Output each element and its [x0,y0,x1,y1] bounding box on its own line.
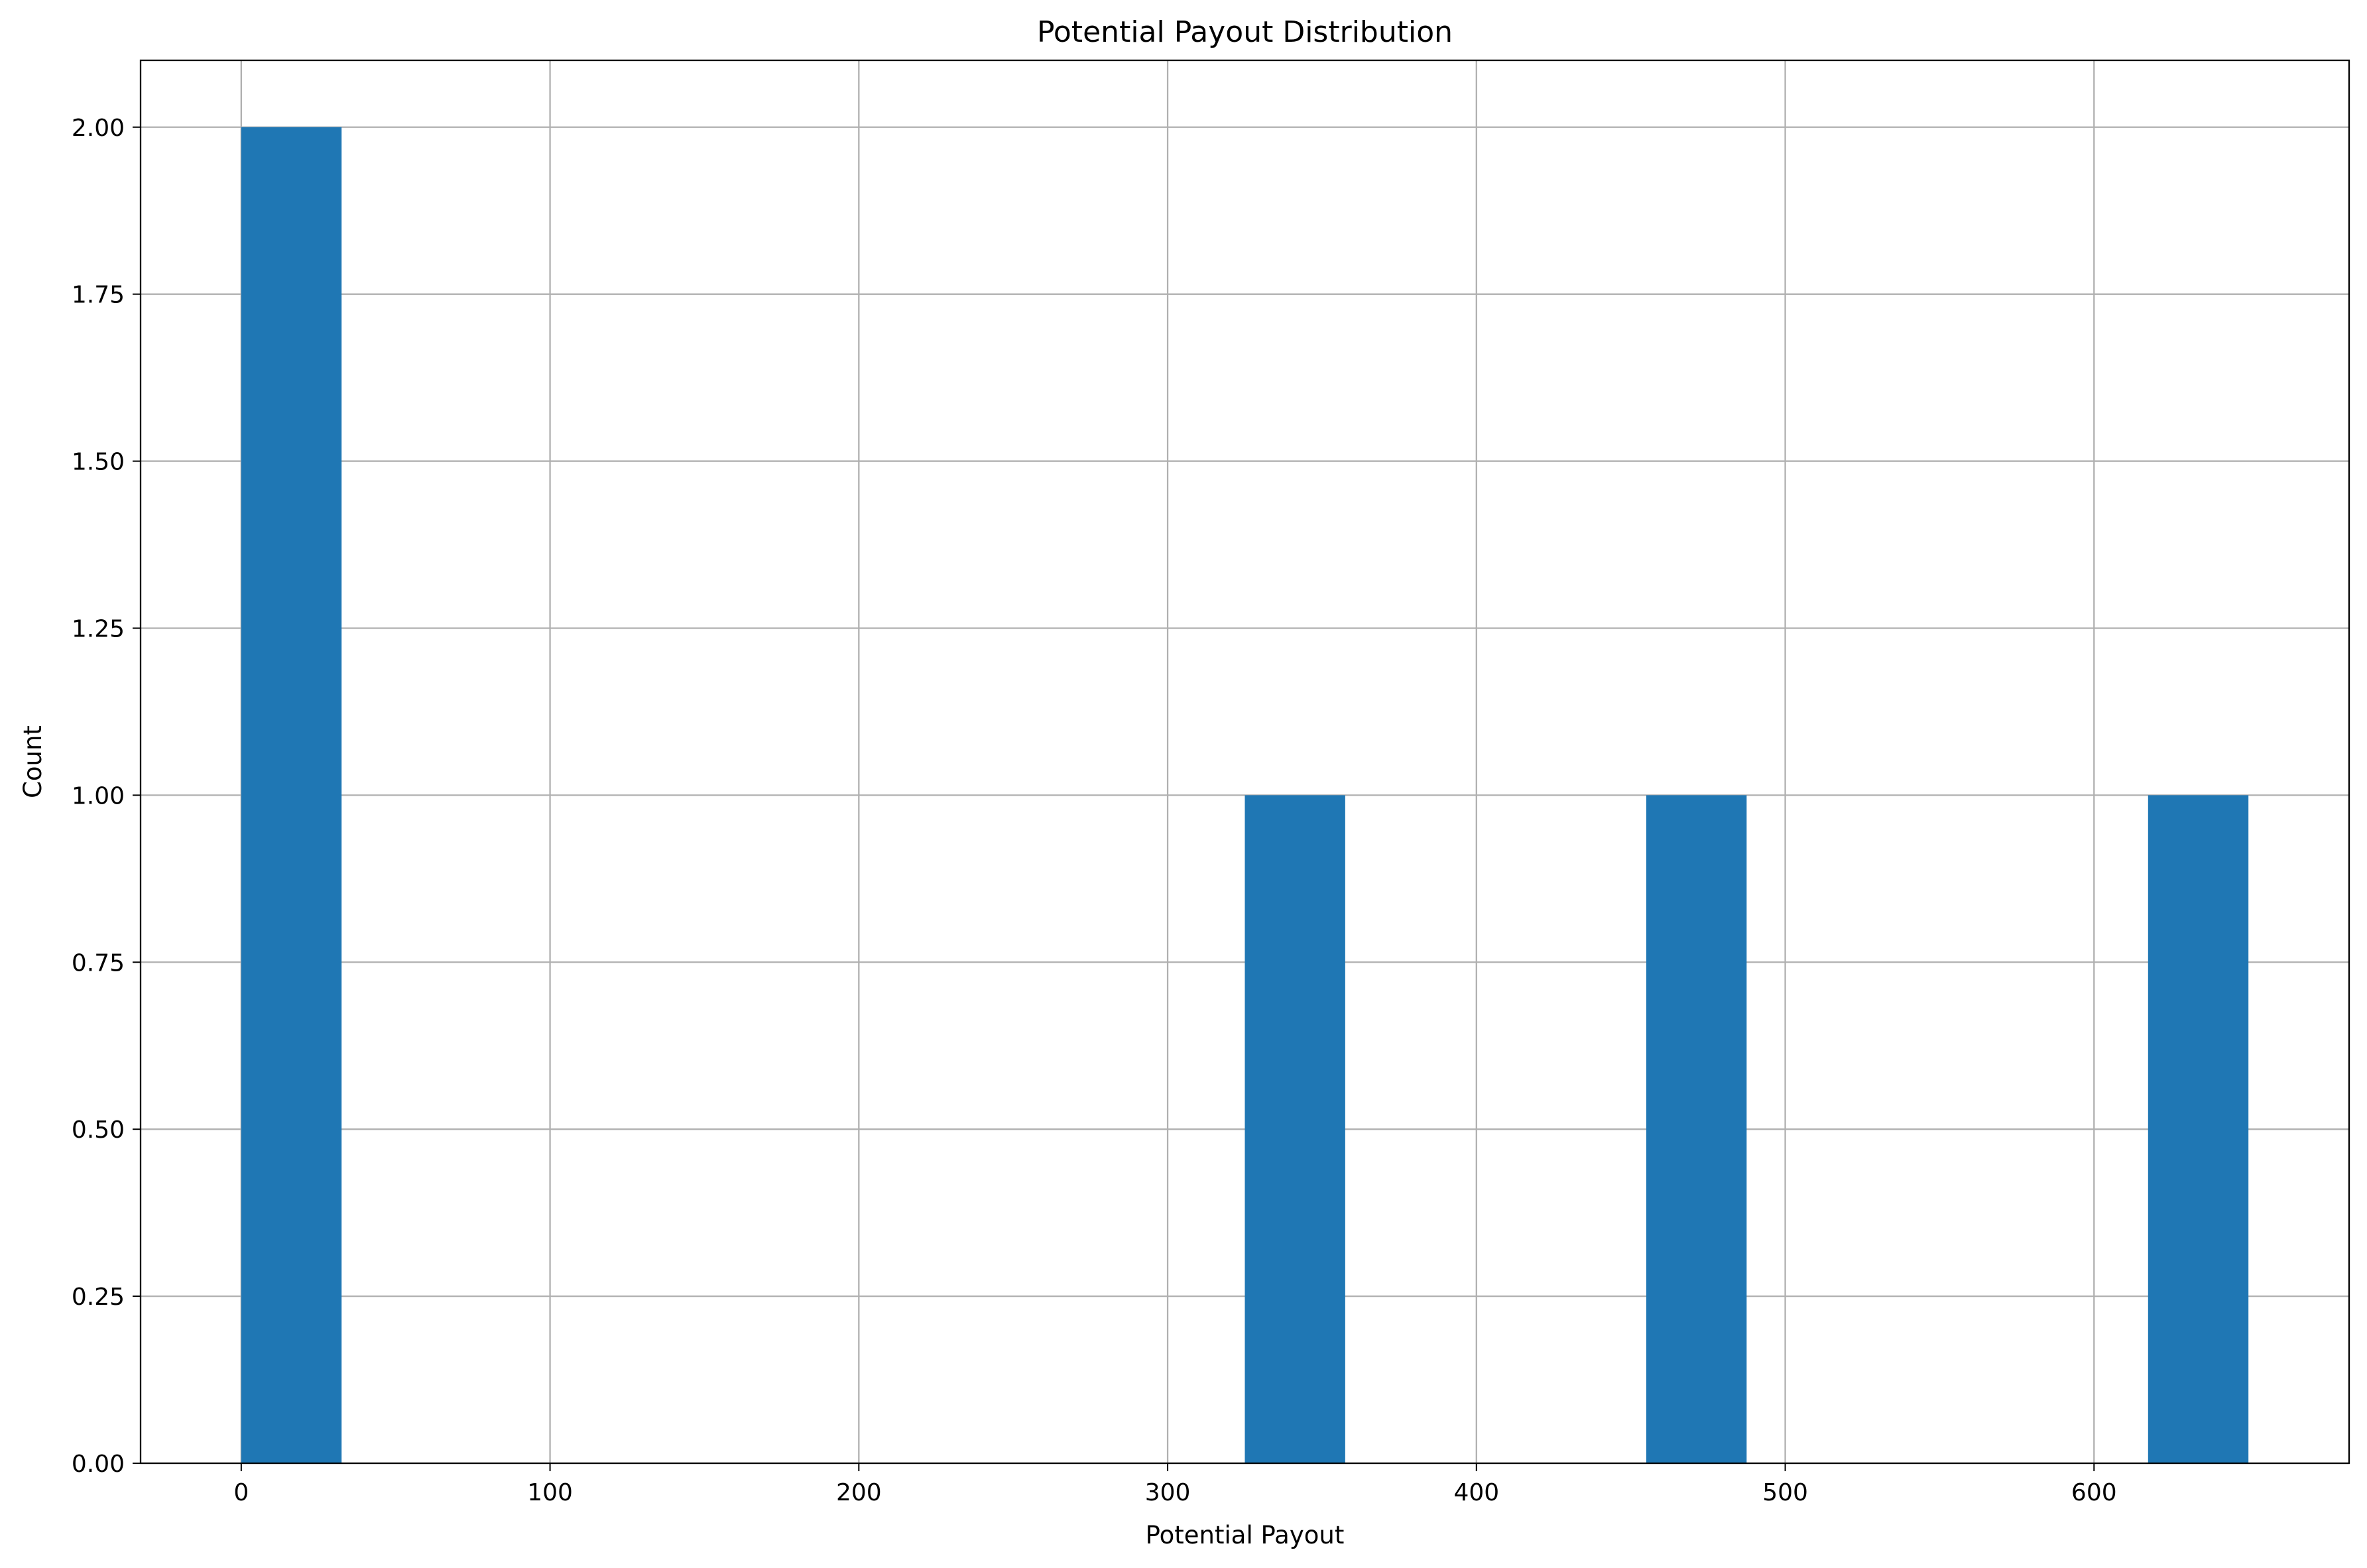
histogram-bar [1646,795,1747,1463]
x-tick-label: 100 [527,1479,573,1506]
plot-frame [139,59,2350,1465]
y-tick-label: 1.75 [72,282,125,309]
grid-layer [141,60,2349,1465]
x-tick-label: 600 [2071,1479,2117,1506]
histogram-bar [2148,795,2249,1463]
chart-title: Potential Payout Distribution [1037,15,1453,49]
x-tick-label: 500 [1762,1479,1808,1506]
y-tick-label: 2.00 [72,115,125,142]
histogram-bar [1244,795,1345,1463]
y-tick-label: 0.25 [72,1284,125,1311]
y-tick-label: 0.00 [72,1451,125,1478]
histogram-bar [241,127,342,1463]
y-tick-label: 0.75 [72,949,125,977]
bars-layer [241,127,2249,1463]
x-tick-label: 0 [233,1479,249,1506]
y-tick-label: 1.50 [72,449,125,476]
x-axis-label: Potential Payout [1146,1521,1345,1549]
y-tick-label: 1.25 [72,615,125,642]
ticks-layer: 0 100 200 300 400 500 600 0.00 0.25 0.50 0.75 1.00 1… [72,115,2117,1506]
y-axis-label: Count [19,725,47,798]
x-tick-label: 200 [836,1479,882,1506]
x-tick-label: 300 [1145,1479,1191,1506]
y-tick-label: 1.00 [72,782,125,810]
x-tick-label: 400 [1453,1479,1499,1506]
y-tick-label: 0.50 [72,1116,125,1144]
